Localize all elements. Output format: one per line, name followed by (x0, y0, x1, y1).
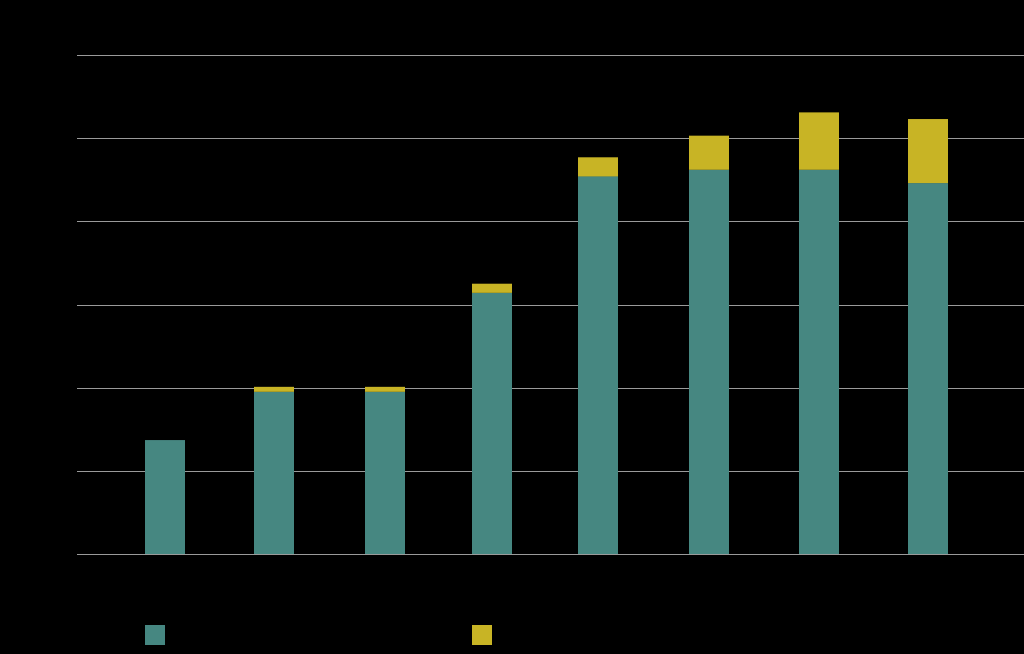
bar-5-series-0 (689, 169, 729, 554)
bar-2-series-0 (365, 391, 405, 554)
legend-swatch-series-0 (145, 625, 165, 645)
bar-7-series-0 (908, 183, 948, 554)
bar-6-series-1 (799, 112, 839, 170)
bar-0-series-0 (145, 440, 185, 554)
bar-3-series-1 (472, 283, 512, 293)
bar-4-series-1 (578, 157, 618, 177)
bars (145, 112, 948, 554)
bar-3-series-0 (472, 292, 512, 554)
bar-4-series-0 (578, 176, 618, 554)
bar-5-series-1 (689, 135, 729, 170)
bar-2-series-1 (365, 386, 405, 392)
legend-swatch-series-1 (472, 625, 492, 645)
bar-6-series-0 (799, 169, 839, 554)
legend (145, 625, 492, 645)
bar-1-series-0 (254, 391, 294, 554)
bar-7-series-1 (908, 119, 948, 184)
gridlines (77, 55, 1024, 555)
bar-1-series-1 (254, 386, 294, 392)
